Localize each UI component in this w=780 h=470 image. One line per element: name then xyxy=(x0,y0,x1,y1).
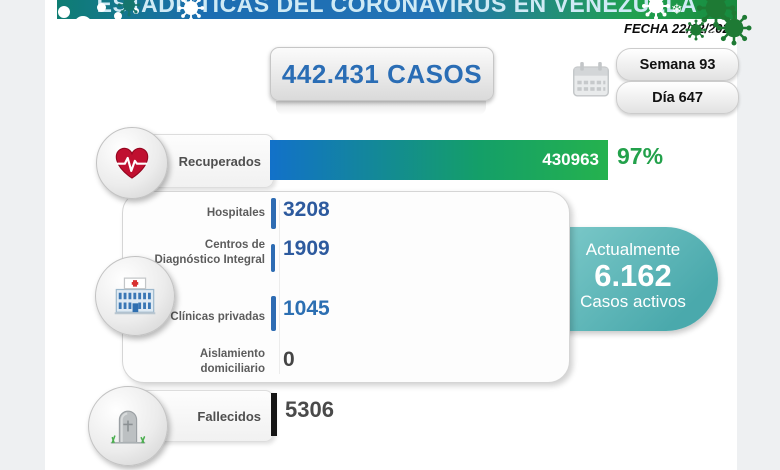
active-caption: Actualmente xyxy=(585,240,681,259)
page-title: ESTADÍSTICAS DEL CORONAVIRUS EN VENEZUEL… xyxy=(96,0,698,17)
decor-dot xyxy=(88,44,94,50)
deceased-bar xyxy=(271,393,277,436)
care-row-value: 3208 xyxy=(283,198,330,221)
deceased-badge xyxy=(88,386,168,466)
care-row-value: 1045 xyxy=(283,297,330,320)
day-label: Día 647 xyxy=(652,89,703,106)
snowflake-icon: ❄ xyxy=(671,1,683,17)
deceased-value: 5306 xyxy=(285,397,334,422)
recovered-badge xyxy=(96,127,168,199)
virus-icon xyxy=(714,8,754,48)
hospital-icon xyxy=(114,277,156,315)
care-row-label: Hospitales xyxy=(206,207,265,219)
cases-box-reflection xyxy=(276,101,486,115)
care-facilities-panel: Hospitales 3208 Centros de Diagnóstico I… xyxy=(122,191,570,383)
care-row-label: Aislamiento domiciliario xyxy=(199,348,265,375)
decor-dot xyxy=(97,3,106,12)
virus-icon xyxy=(176,0,206,23)
panel-divider xyxy=(279,200,280,374)
recovered-percent: 97% xyxy=(617,143,664,169)
total-cases-box: 442.431 CASOS xyxy=(270,47,494,101)
deceased-label: Fallecidos xyxy=(197,408,261,424)
care-row-value: 0 xyxy=(283,348,295,371)
recovered-progress-bar: 430963 xyxy=(270,140,608,180)
decor-dot xyxy=(74,16,92,34)
care-row-label: Clínicas privadas xyxy=(170,311,265,323)
virus-icon xyxy=(640,0,672,22)
care-row-bar xyxy=(271,296,276,331)
week-label: Semana 93 xyxy=(639,56,716,73)
title-banner: ESTADÍSTICAS DEL CORONAVIRUS EN VENEZUEL… xyxy=(57,0,737,19)
care-row-bar xyxy=(271,244,275,272)
active-value: 6.162 xyxy=(594,258,672,293)
tombstone-icon xyxy=(110,410,146,444)
recovered-value: 430963 xyxy=(542,150,599,169)
decor-dot xyxy=(114,12,122,20)
active-cases-content: Actualmente 6.162 Casos activos xyxy=(562,240,704,312)
care-row-bar xyxy=(271,198,276,229)
active-cases-box: Actualmente 6.162 Casos activos xyxy=(558,227,718,331)
calendar-icon xyxy=(573,62,609,97)
heart-ecg-icon xyxy=(115,147,149,179)
facilities-badge xyxy=(95,256,175,336)
virus-icon xyxy=(684,18,708,42)
date-label: FECHA 22/12/2021 xyxy=(624,21,737,36)
total-cases-value: 442.431 CASOS xyxy=(281,58,483,89)
care-row-label: Centros de Diagnóstico Integral xyxy=(154,239,265,266)
week-pill: Semana 93 xyxy=(616,48,739,81)
snowflake-icon: ❄ xyxy=(706,28,717,42)
active-subcaption: Casos activos xyxy=(580,292,686,311)
care-row-value: 1909 xyxy=(283,237,330,260)
day-pill: Día 647 xyxy=(616,81,739,114)
recovered-label: Recuperados xyxy=(178,153,261,169)
virus-icon xyxy=(116,0,142,18)
decor-dot xyxy=(63,36,71,44)
decor-dot xyxy=(58,6,70,18)
